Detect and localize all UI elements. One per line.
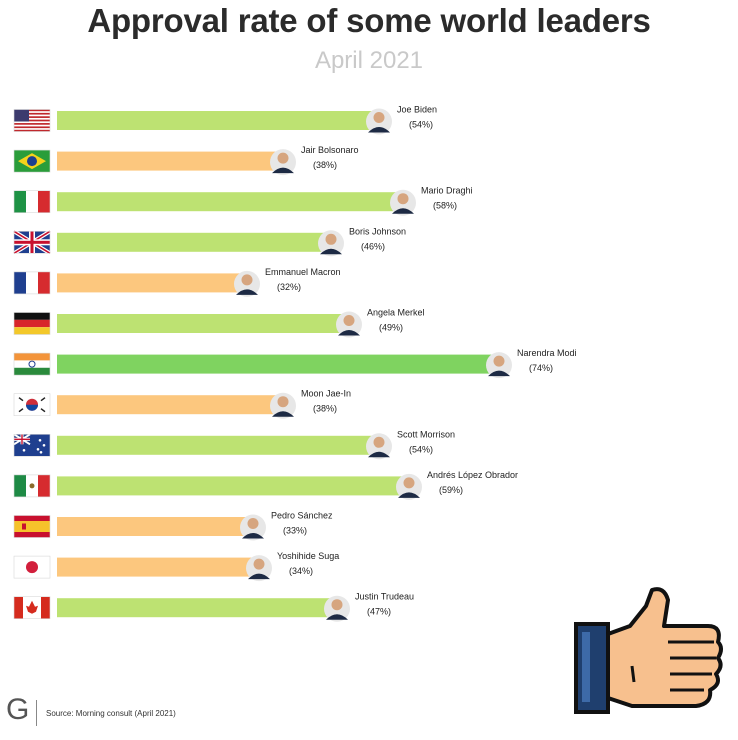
leader-avatar-icon [318,230,344,257]
bar-row: Jair Bolsonaro (38%) [13,145,359,176]
bar [57,476,411,496]
leader-avatar-icon [324,595,350,622]
leader-avatar-icon [390,189,416,216]
value-label: (49%) [379,323,403,333]
leader-name: Angela Merkel [367,308,425,318]
leader-avatar-icon [246,555,272,582]
flag-uk-icon [12,229,52,256]
bar [57,314,351,333]
value-label: (54%) [409,444,433,454]
flag-mexico-icon [13,474,51,498]
leader-avatar-icon [270,149,296,176]
bar-row: Yoshihide Suga (34%) [13,551,339,582]
value-label: (58%) [433,201,457,211]
flag-india-icon [13,352,51,376]
bar-row: Andrés López Obrador (59%) [13,470,518,500]
leader-avatar-icon [234,270,260,297]
leader-name: Boris Johnson [349,226,406,236]
bar-row: Angela Merkel (49%) [13,308,425,338]
leader-avatar-icon [336,311,362,338]
value-label: (74%) [529,363,553,373]
logo-divider [36,700,37,726]
bar-row: Boris Johnson (46%) [12,226,406,257]
leader-avatar-icon [270,392,296,419]
bar [57,517,255,536]
leader-avatar-icon [486,352,512,379]
logo-icon: G [6,693,30,726]
bar-row: Moon Jae-In (38%) [13,389,351,419]
leader-name: Andrés López Obrador [427,470,518,480]
value-label: (54%) [409,120,433,130]
leader-name: Narendra Modi [517,348,577,358]
leader-name: Yoshihide Suga [277,551,339,561]
bar-row: Scott Morrison (54%) [13,429,455,460]
bar [57,111,381,130]
flag-france-icon [13,271,51,295]
flag-south-korea-icon [13,393,51,417]
leader-avatar-icon [366,108,392,135]
value-label: (38%) [313,404,337,414]
leader-avatar-icon [240,514,266,541]
flag-brazil-icon [13,149,51,173]
bar-row: Joe Biden (54%) [13,105,437,135]
flag-spain-icon [13,515,51,538]
leader-avatar-icon [366,433,392,460]
bar-row: Pedro Sánchez (33%) [13,511,333,541]
bar-row: Emmanuel Macron (32%) [13,267,341,297]
leader-name: Pedro Sánchez [271,511,333,521]
bar-row: Mario Draghi (58%) [13,186,473,216]
source-note: Source: Morning consult (April 2021) [46,709,176,718]
flag-germany-icon [13,312,51,335]
leader-name: Moon Jae-In [301,389,351,399]
value-label: (33%) [283,526,307,536]
leader-name: Justin Trudeau [355,592,414,602]
bar [57,273,249,293]
value-label: (34%) [289,566,313,576]
chart-subtitle: April 2021 [314,47,424,74]
leader-name: Jair Bolsonaro [301,145,359,155]
value-label: (47%) [367,607,391,617]
flag-australia-icon [13,433,51,457]
leader-name: Mario Draghi [421,186,473,196]
value-label: (46%) [361,241,385,251]
bar [57,192,405,212]
flag-usa-icon [13,109,51,132]
leader-name: Emmanuel Macron [265,267,341,277]
bar [57,232,333,252]
flag-canada-icon [13,596,51,620]
flag-japan-icon [13,555,51,579]
bar [57,598,339,618]
value-label: (59%) [439,485,463,495]
bar [57,557,261,577]
flag-italy-icon [13,190,51,213]
value-label: (38%) [313,160,337,170]
chart-title: Approval rate of some world leaders [87,2,651,39]
thumbs-up-icon [574,587,723,714]
bar-row: Justin Trudeau (47%) [13,592,414,622]
bar [57,395,285,415]
bar-row: Narendra Modi (74%) [13,348,577,379]
leader-name: Scott Morrison [397,429,455,439]
bar [57,151,285,171]
leader-name: Joe Biden [397,105,437,115]
value-label: (32%) [277,282,301,292]
bar [57,354,501,374]
bar [57,435,381,455]
leader-avatar-icon [396,473,422,500]
